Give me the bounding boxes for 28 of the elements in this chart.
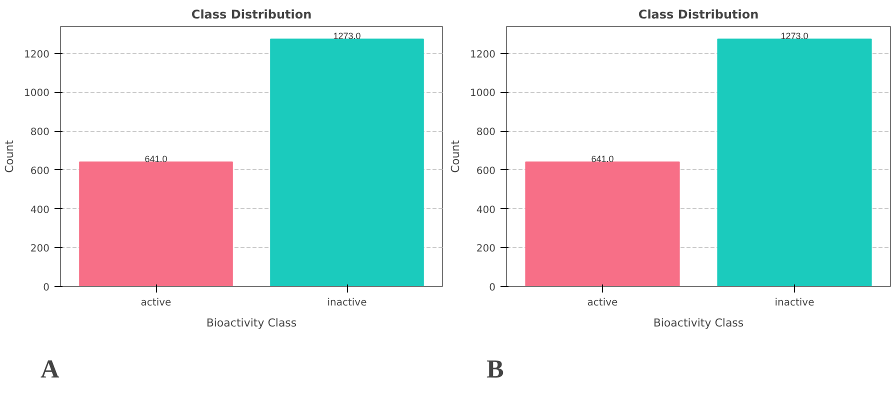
x-tick-label: active (587, 298, 618, 308)
data-label: 641.0 (144, 154, 168, 164)
x-axis-title: Bioactivity Class (653, 316, 744, 330)
text: A (40, 354, 60, 384)
chart-title: Class Distribution (191, 8, 312, 22)
text: B (486, 354, 504, 384)
x-tick-label: inactive (774, 298, 814, 308)
y-tick-label: 800 (30, 127, 50, 138)
y-tick-label: 200 (476, 244, 496, 255)
y-tick-label: 600 (30, 166, 50, 177)
y-tick-label: 0 (43, 282, 50, 294)
y-tick-label: 1200 (24, 49, 50, 60)
y-tick-label: 600 (476, 166, 496, 177)
x-axis-title: Bioactivity Class (206, 316, 297, 330)
y-tick-label: 200 (30, 244, 50, 255)
y-axis-title: Count (449, 139, 462, 173)
y-tick-label: 1200 (470, 49, 496, 60)
y-tick-label: 400 (476, 204, 496, 216)
y-tick-label: 1000 (470, 88, 496, 100)
data-label: 641.0 (591, 154, 614, 164)
y-tick-label: 800 (476, 127, 496, 138)
y-tick-label: 1000 (24, 88, 50, 100)
x-tick-label: inactive (327, 298, 367, 308)
y-axis-title: Count (3, 139, 16, 173)
x-tick-label: active (140, 298, 172, 308)
y-tick-label: 400 (30, 204, 50, 216)
y-tick-label: 0 (489, 282, 496, 294)
chart-title: Class Distribution (638, 8, 759, 22)
